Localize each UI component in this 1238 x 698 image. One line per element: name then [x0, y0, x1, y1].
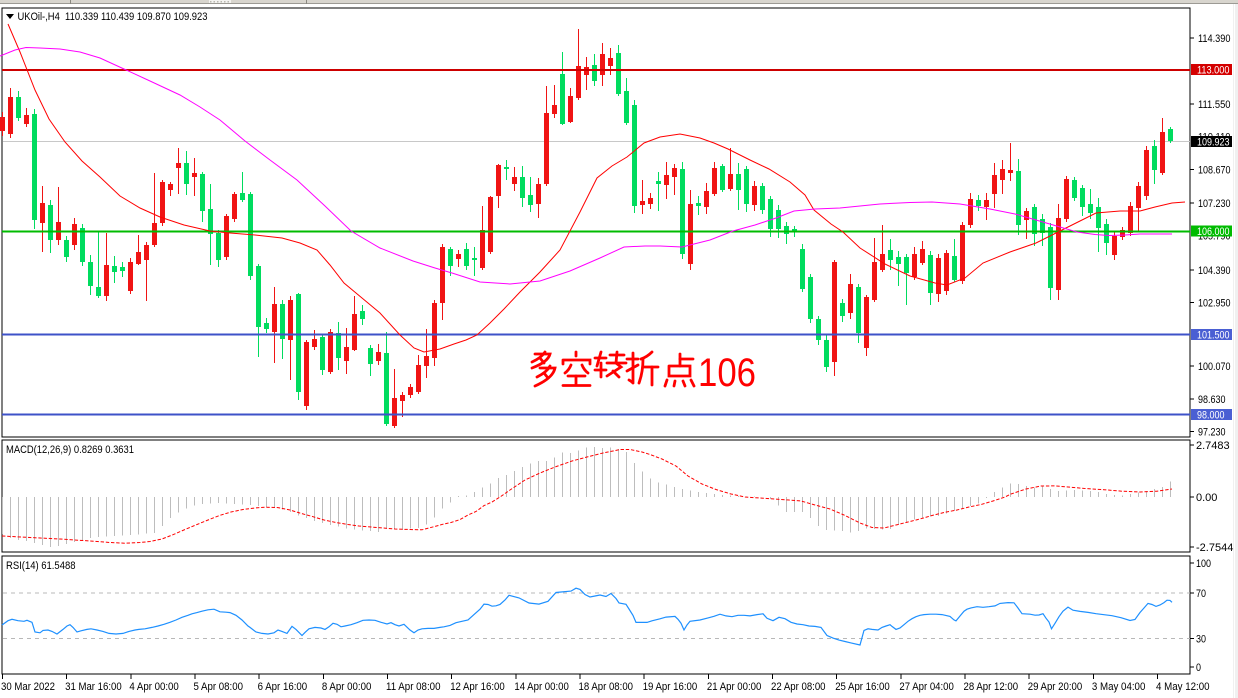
svg-text:25 Apr 16:00: 25 Apr 16:00 [835, 681, 890, 693]
svg-text:111.550: 111.550 [1198, 99, 1231, 111]
svg-text:109.923: 109.923 [1197, 137, 1230, 149]
svg-text:28 Apr 12:00: 28 Apr 12:00 [964, 681, 1019, 693]
svg-text:MACD(12,26,9) 0.8269 0.3631: MACD(12,26,9) 0.8269 0.3631 [6, 444, 134, 456]
svg-text:106.000: 106.000 [1197, 226, 1230, 238]
svg-text:114.390: 114.390 [1198, 33, 1231, 45]
svg-text:4 Apr 00:00: 4 Apr 00:00 [129, 681, 179, 693]
svg-text:8 Apr 00:00: 8 Apr 00:00 [322, 681, 372, 693]
svg-text:70: 70 [1196, 588, 1206, 600]
svg-text:30: 30 [1196, 634, 1206, 646]
svg-text:100.070: 100.070 [1198, 361, 1231, 373]
svg-text:101.500: 101.500 [1197, 330, 1230, 342]
svg-text:22 Apr 08:00: 22 Apr 08:00 [771, 681, 826, 693]
svg-text:19 Apr 16:00: 19 Apr 16:00 [643, 681, 698, 693]
svg-text:27 Apr 04:00: 27 Apr 04:00 [899, 681, 954, 693]
svg-text:UKOil-,H4 110.339 110.439 109: UKOil-,H4 110.339 110.439 109.870 109.92… [18, 11, 208, 23]
svg-text:30 Mar 2022: 30 Mar 2022 [1, 681, 55, 693]
svg-text:5 Apr 08:00: 5 Apr 08:00 [194, 681, 244, 693]
svg-text:14 Apr 00:00: 14 Apr 00:00 [514, 681, 569, 693]
svg-text:98.630: 98.630 [1198, 394, 1226, 406]
svg-text:18 Apr 08:00: 18 Apr 08:00 [579, 681, 634, 693]
svg-text:98.000: 98.000 [1197, 410, 1225, 422]
svg-text:97.230: 97.230 [1198, 427, 1226, 439]
svg-text:RSI(14) 61.5488: RSI(14) 61.5488 [6, 560, 76, 572]
svg-text:29 Apr 20:00: 29 Apr 20:00 [1028, 681, 1083, 693]
svg-text:0.00: 0.00 [1196, 492, 1217, 504]
svg-text:106: 106 [698, 351, 756, 395]
svg-text:2.7483: 2.7483 [1196, 440, 1230, 452]
svg-text:6 Apr 16:00: 6 Apr 16:00 [258, 681, 308, 693]
svg-text:108.670: 108.670 [1198, 165, 1231, 177]
svg-text:102.950: 102.950 [1198, 298, 1231, 310]
svg-text:21 Apr 00:00: 21 Apr 00:00 [707, 681, 762, 693]
svg-text:113.000: 113.000 [1197, 65, 1230, 77]
svg-text:3 May 04:00: 3 May 04:00 [1092, 681, 1146, 693]
svg-text:104.390: 104.390 [1198, 265, 1231, 277]
svg-text:11 Apr 08:00: 11 Apr 08:00 [386, 681, 441, 693]
svg-text:0: 0 [1196, 662, 1201, 674]
svg-text:-2.7544: -2.7544 [1196, 542, 1233, 554]
svg-text:100: 100 [1196, 558, 1211, 570]
svg-text:31 Mar 16:00: 31 Mar 16:00 [65, 681, 122, 693]
svg-text:107.230: 107.230 [1198, 198, 1231, 210]
svg-text:4 May 12:00: 4 May 12:00 [1156, 681, 1210, 693]
svg-text:12 Apr 16:00: 12 Apr 16:00 [450, 681, 505, 693]
